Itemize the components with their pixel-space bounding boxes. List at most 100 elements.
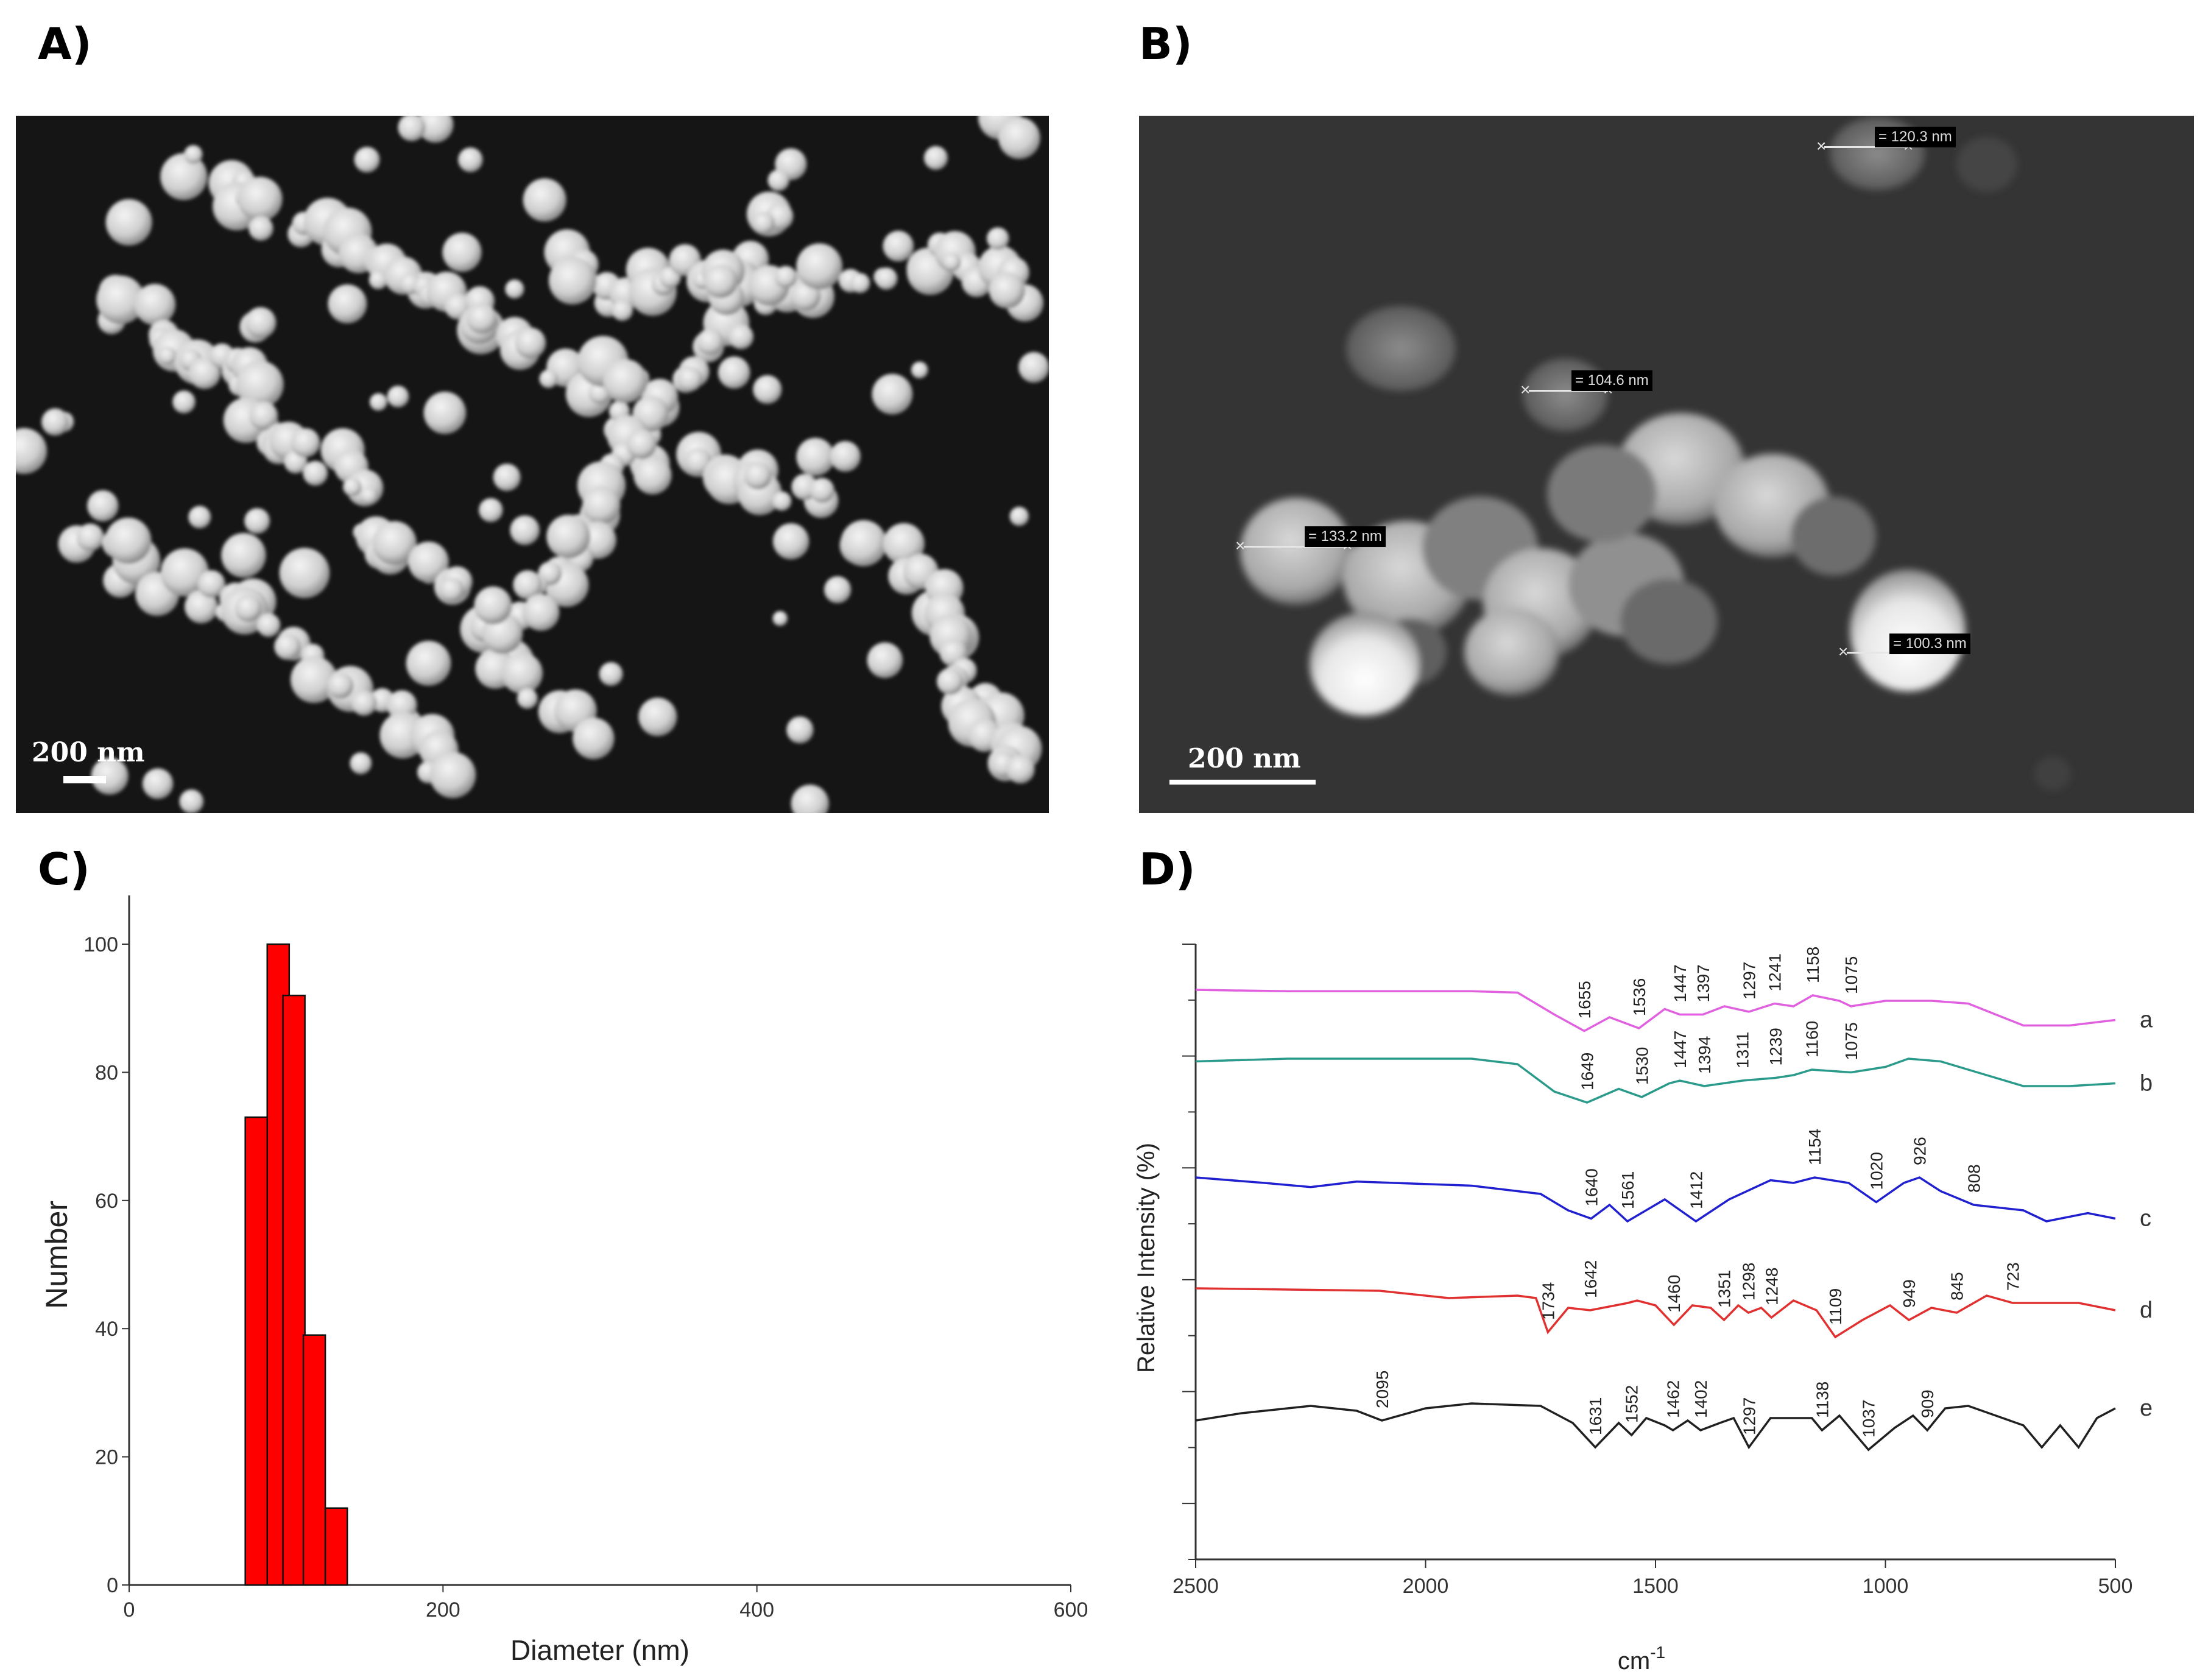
ftir-peak-label: 1138 bbox=[1813, 1382, 1832, 1418]
histogram-bar bbox=[324, 1507, 348, 1586]
sem-particle bbox=[188, 357, 221, 389]
sem-particle bbox=[291, 428, 320, 457]
sem-particle bbox=[697, 328, 724, 356]
ftir-series-b bbox=[1195, 1057, 2116, 1104]
histogram-ytick-label: 0 bbox=[107, 1574, 118, 1597]
sem-particle bbox=[369, 393, 387, 411]
ftir-peak-label: 1460 bbox=[1665, 1275, 1684, 1313]
sem-particle bbox=[796, 437, 834, 476]
ftir-peak-label: 1561 bbox=[1618, 1171, 1637, 1209]
sem-particle bbox=[184, 145, 203, 164]
histogram-chart: 0 20 40 60 80 100 0 200 400 600 Number Diameter (… bbox=[40, 895, 1088, 1666]
ftir-peak-label: 1297 bbox=[1740, 1397, 1758, 1435]
ftir-peak-label: 1462 bbox=[1664, 1380, 1683, 1418]
sem-particle bbox=[744, 462, 772, 490]
sem-particle bbox=[244, 508, 270, 534]
ftir-peak-label: 1109 bbox=[1826, 1288, 1845, 1325]
sem-particle bbox=[291, 656, 337, 704]
measurement-cross-2a: × bbox=[1520, 380, 1531, 399]
ftir-peak-label: 926 bbox=[1910, 1137, 1929, 1165]
sem-particle bbox=[883, 523, 925, 565]
sem-particle bbox=[249, 216, 273, 241]
sem-particle bbox=[368, 270, 388, 289]
sem-particle bbox=[627, 429, 657, 459]
ftir-peak-label: 1075 bbox=[1842, 1022, 1861, 1060]
measurement-cross-3a: × bbox=[1235, 536, 1246, 555]
scalebar-label-b: 200 nm bbox=[1188, 743, 1301, 774]
sem-particle bbox=[786, 716, 814, 744]
sem-particle bbox=[638, 697, 677, 736]
sem-particle bbox=[479, 498, 503, 523]
measurement-line-3 bbox=[1244, 546, 1347, 548]
panel-label-a: A) bbox=[38, 18, 92, 69]
sem-particle bbox=[1006, 755, 1035, 784]
sem-particle bbox=[772, 611, 788, 626]
histogram-xtick-label: 600 bbox=[1054, 1598, 1088, 1622]
ftir-peak-label: 1158 bbox=[1804, 947, 1822, 983]
ftir-peak-label: 1075 bbox=[1842, 956, 1861, 994]
sem-particle bbox=[875, 267, 898, 290]
ftir-peak-label: 1397 bbox=[1694, 964, 1713, 1002]
sem-particle bbox=[91, 757, 129, 795]
sem-particle bbox=[197, 570, 225, 598]
ftir-series-d bbox=[1195, 1287, 2116, 1339]
sem-particle bbox=[238, 177, 283, 222]
ftir-peak-label: 1640 bbox=[1582, 1168, 1601, 1206]
sem-particle bbox=[850, 273, 870, 294]
sem-particle bbox=[234, 595, 262, 622]
measurement-label-4: = 100.3 nm bbox=[1889, 634, 1970, 654]
sem-particle bbox=[539, 369, 558, 389]
sem-particle bbox=[76, 523, 104, 551]
sem-particle bbox=[105, 199, 152, 246]
sem-particle bbox=[179, 789, 204, 813]
sem-particle bbox=[1009, 506, 1029, 526]
sem-particle bbox=[96, 275, 145, 324]
sem-particle bbox=[343, 478, 362, 496]
sem-particle bbox=[513, 570, 543, 600]
sem-particle bbox=[841, 520, 887, 566]
ftir-ylabel: Relative Intensity (%) bbox=[1133, 1143, 1160, 1373]
sem-particle bbox=[185, 590, 218, 624]
sem-particle bbox=[1018, 351, 1049, 383]
sem-particle bbox=[505, 279, 524, 299]
ftir-peak-label: 1241 bbox=[1766, 953, 1785, 991]
ftir-series-a bbox=[1195, 989, 2116, 1032]
ftir-peak-label: 723 bbox=[2004, 1262, 2023, 1291]
measurement-cross-4a: × bbox=[1838, 642, 1849, 661]
histogram-ytick-label: 20 bbox=[95, 1446, 118, 1469]
ftir-peak-label: 1655 bbox=[1575, 981, 1594, 1018]
histogram-xtick-label: 200 bbox=[426, 1598, 460, 1622]
ftir-xtick-label: 2000 bbox=[1403, 1575, 1449, 1598]
sem-particle bbox=[911, 361, 928, 379]
sem-particle bbox=[582, 486, 621, 524]
sem-particle bbox=[824, 576, 852, 604]
sem-image-a: 200 nm bbox=[16, 116, 1049, 813]
sem-particle bbox=[633, 456, 672, 495]
sem-particle bbox=[493, 464, 521, 492]
ftir-peak-label: 1020 bbox=[1867, 1152, 1886, 1190]
measurement-line-1 bbox=[1824, 146, 1908, 148]
panel-label-c: C) bbox=[38, 844, 90, 895]
histogram-ytick-label: 80 bbox=[95, 1061, 118, 1084]
histogram-ytick-label: 60 bbox=[95, 1190, 118, 1213]
sem-particle bbox=[274, 633, 301, 660]
measurement-label-2: = 104.6 nm bbox=[1571, 370, 1652, 391]
sem-particle bbox=[417, 116, 454, 143]
sem-particle bbox=[423, 392, 467, 434]
sem-particle bbox=[796, 243, 843, 290]
scalebar-label-a: 200 nm bbox=[32, 737, 145, 768]
sem-particle bbox=[429, 752, 476, 799]
ftir-peak-label: 1642 bbox=[1581, 1260, 1600, 1298]
sem-particle bbox=[515, 327, 546, 359]
ftir-series-label: c bbox=[2140, 1206, 2151, 1232]
histogram-bar bbox=[244, 1116, 268, 1586]
ftir-peak-label: 845 bbox=[1948, 1272, 1967, 1301]
sem-particle bbox=[41, 408, 69, 436]
sem-particle bbox=[188, 506, 211, 529]
sem-particle bbox=[105, 517, 152, 564]
sem-particle bbox=[753, 375, 782, 404]
sem-particle bbox=[458, 147, 483, 172]
histogram-xlabel: Diameter (nm) bbox=[510, 1634, 689, 1666]
sem-image-b: × × = 120.3 nm × × = 104.6 nm × × = 133.… bbox=[1139, 116, 2194, 813]
sem-particle bbox=[439, 577, 464, 602]
